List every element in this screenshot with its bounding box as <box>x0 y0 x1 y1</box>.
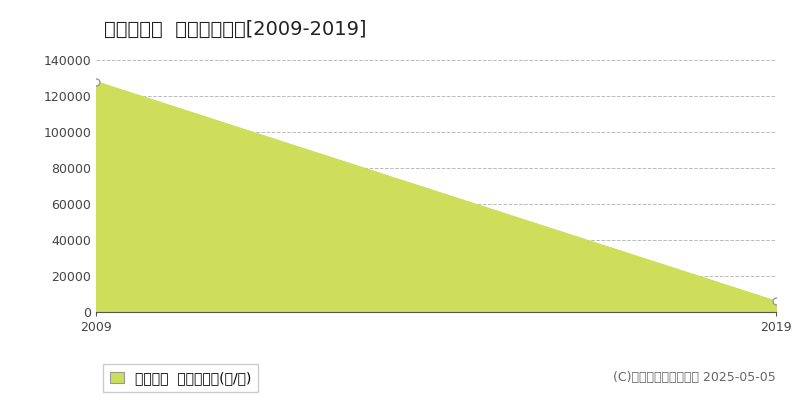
Legend: 林地価格  平均坪単価(円/坪): 林地価格 平均坪単価(円/坪) <box>103 364 258 392</box>
Text: (C)土地価格ドットコム 2025-05-05: (C)土地価格ドットコム 2025-05-05 <box>614 371 776 384</box>
Text: 鳥取市布勢  林地価格推移[2009-2019]: 鳥取市布勢 林地価格推移[2009-2019] <box>104 20 366 39</box>
